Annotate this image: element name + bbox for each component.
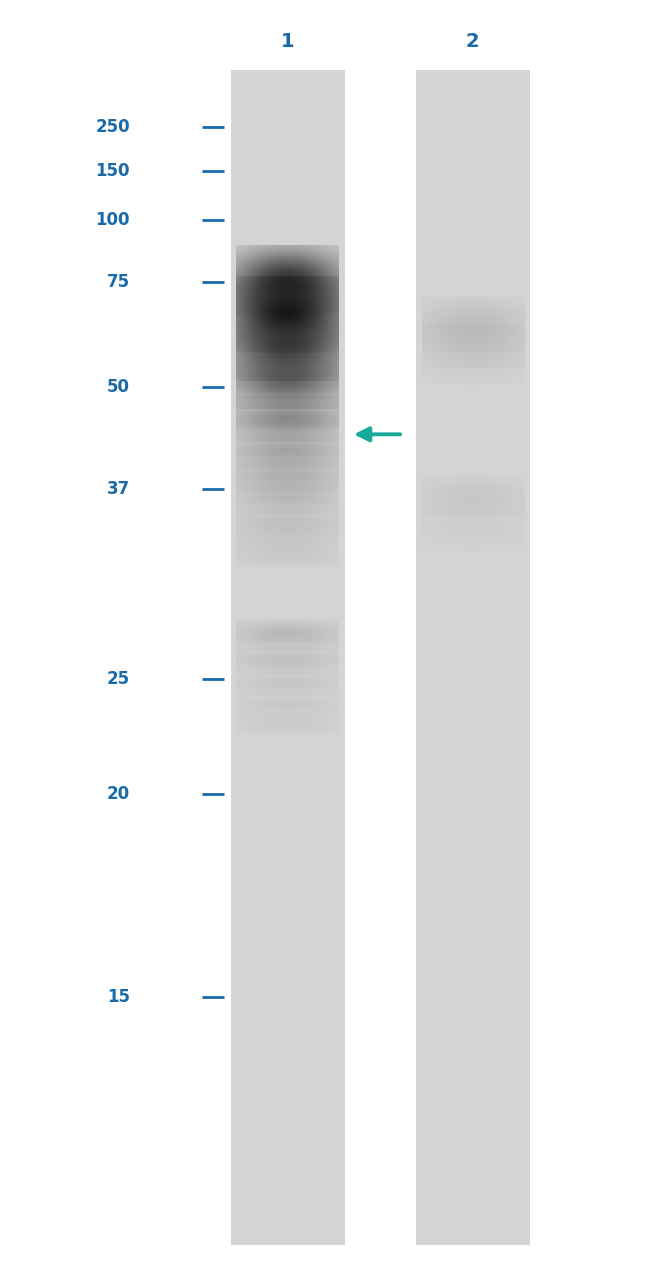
Text: 1: 1: [281, 33, 294, 51]
Text: 75: 75: [107, 273, 130, 291]
Text: 20: 20: [107, 785, 130, 803]
Text: 50: 50: [107, 378, 130, 396]
Text: 150: 150: [96, 163, 130, 180]
Text: 250: 250: [96, 118, 130, 136]
Text: 2: 2: [466, 33, 479, 51]
Text: 25: 25: [107, 671, 130, 688]
Bar: [231, 70, 344, 1245]
Text: 100: 100: [96, 211, 130, 229]
Text: 15: 15: [107, 988, 130, 1006]
Bar: [416, 70, 530, 1245]
Text: 37: 37: [107, 480, 130, 498]
